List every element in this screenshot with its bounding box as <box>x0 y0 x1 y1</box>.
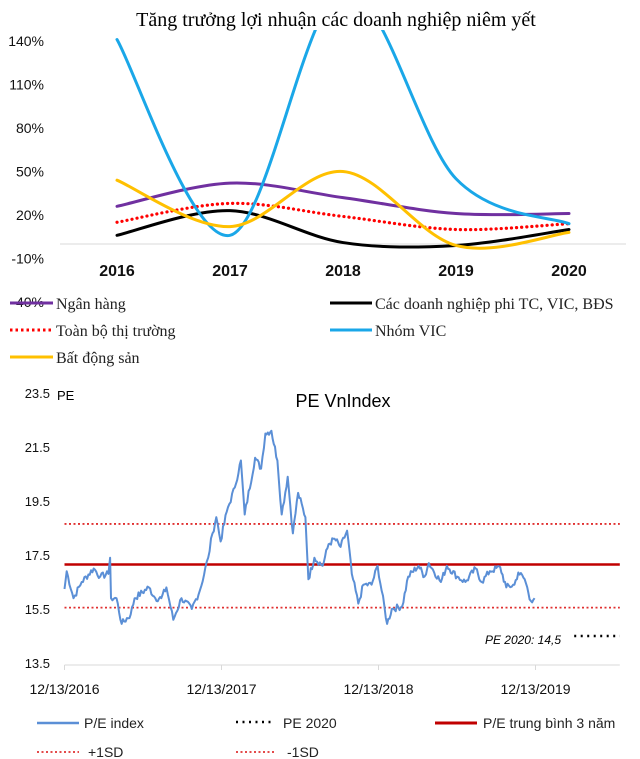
pe-2020-annotation: PE 2020: 14,5 <box>485 633 561 647</box>
series-line-c-c-doanh-nghi-p-phi-tc-vic-b-s <box>115 209 571 249</box>
series-line-pe-index <box>63 429 536 625</box>
legend-item: Toàn bộ thị trường <box>10 323 176 340</box>
legend: P/E index PE 2020 P/E trung bình 3 năm +… <box>37 715 615 759</box>
y-tick-label: -10% <box>11 251 44 267</box>
legend-item: +1SD <box>37 744 123 759</box>
chart-title: PE VnIndex <box>295 391 390 411</box>
legend-item: Bất động sản <box>10 350 140 367</box>
y-tick-label: 50% <box>16 164 44 180</box>
legend-item: Các doanh nghiệp phi TC, VIC, BĐS <box>330 296 614 313</box>
legend-label: P/E trung bình 3 năm <box>483 715 615 731</box>
x-tick-label: 2016 <box>99 263 135 280</box>
legend-label: -1SD <box>287 744 319 759</box>
legend-label: Các doanh nghiệp phi TC, VIC, BĐS <box>375 296 614 313</box>
legend-label: Bất động sản <box>56 350 140 367</box>
y-tick-label: 19.5 <box>25 494 50 509</box>
series-line-ng-n-h-ng <box>115 181 571 217</box>
legend-item: P/E trung bình 3 năm <box>435 715 615 731</box>
legend-label: Ngân hàng <box>56 296 126 313</box>
x-tick-label: 12/13/2018 <box>343 681 413 697</box>
x-tick-label: 12/13/2017 <box>186 681 256 697</box>
legend-item: Nhóm VIC <box>330 323 446 340</box>
y-tick-label: 17.5 <box>25 548 50 563</box>
x-tick-label: 12/13/2016 <box>29 681 99 697</box>
series-line-nh-m-vic <box>115 30 571 237</box>
x-tick-label: 2019 <box>438 263 474 280</box>
y-tick-label: 140% <box>8 33 44 49</box>
y-tick-label: 15.5 <box>25 602 50 617</box>
legend-label: Nhóm VIC <box>375 323 446 340</box>
chart-title: Tăng trưởng lợi nhuận các doanh nghiệp n… <box>136 9 536 31</box>
y-axis-label: PE <box>57 388 75 403</box>
legend: Ngân hàng Các doanh nghiệp phi TC, VIC, … <box>10 296 614 367</box>
x-tick-label: 12/13/2019 <box>500 681 570 697</box>
x-tick-label: 2018 <box>325 263 361 280</box>
y-tick-label: 21.5 <box>25 440 50 455</box>
legend-item: -1SD <box>236 744 319 759</box>
series-line-to-n-b-th-tr-ng <box>115 201 571 232</box>
y-tick-label: 110% <box>9 77 44 93</box>
legend-label: PE 2020 <box>283 715 337 731</box>
legend-item: P/E index <box>37 715 144 731</box>
x-tick-label: 2020 <box>551 263 587 280</box>
series-line-b-t-ng-s-n <box>115 169 571 250</box>
y-tick-label: 23.5 <box>25 386 50 401</box>
legend-item: Ngân hàng <box>10 296 126 313</box>
legend-label: P/E index <box>84 715 144 731</box>
legend-label: Toàn bộ thị trường <box>56 323 176 340</box>
pe-vnindex-chart: PE VnIndex PE 23.5 21.5 19.5 17.5 15.5 13.5 1… <box>25 386 620 759</box>
legend-item: PE 2020 <box>236 715 337 731</box>
x-tick-label: 2017 <box>212 263 248 280</box>
y-tick-label: 13.5 <box>25 656 50 671</box>
profit-growth-chart: Tăng trưởng lợi nhuận các doanh nghiệp n… <box>8 9 626 367</box>
y-tick-label: 20% <box>16 207 44 223</box>
legend-label: +1SD <box>88 744 123 759</box>
y-tick-label: 80% <box>16 120 44 136</box>
